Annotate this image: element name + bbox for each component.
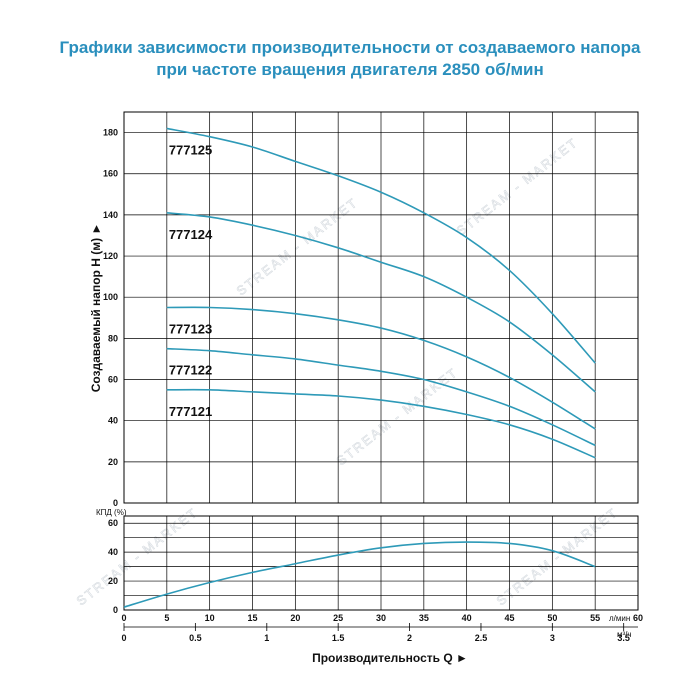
x-tick-label: 55 [590, 613, 600, 623]
y-tick-label: 140 [103, 210, 118, 220]
plot-frame [123, 111, 639, 504]
watermark-text: STREAM - MARKET [494, 504, 621, 608]
chart-title-line2: при частоте вращения двигателя 2850 об/м… [156, 60, 544, 79]
x-tick-label: 30 [376, 613, 386, 623]
eff-y-tick-label: 0 [113, 605, 118, 615]
y-tick-label: 20 [108, 457, 118, 467]
x-tick-label: 15 [247, 613, 257, 623]
eff-y-tick-label: 40 [108, 547, 118, 557]
x2-tick-label: 0.5 [189, 633, 202, 643]
y-tick-label: 40 [108, 416, 118, 426]
x2-tick-label: 2.5 [475, 633, 488, 643]
x-tick-label: 0 [121, 613, 126, 623]
x-tick-label: 20 [290, 613, 300, 623]
x-tick-label: 25 [333, 613, 343, 623]
series-label-777125: 777125 [169, 142, 212, 157]
x-tick-label: 5 [164, 613, 169, 623]
series-label-777124: 777124 [169, 227, 213, 242]
y-axis-title: Создаваемый напор H (м) ► [89, 223, 103, 393]
series-label-777121: 777121 [169, 404, 212, 419]
chart-title-line1: Графики зависимости производительности о… [59, 38, 641, 57]
efficiency-curve [123, 541, 596, 608]
y-tick-label: 80 [108, 333, 118, 343]
curve-777125 [166, 127, 596, 364]
curve-777122 [166, 347, 596, 447]
watermark-text: STREAM - MARKET [74, 504, 201, 608]
y-tick-label: 100 [103, 292, 118, 302]
curve-777124 [166, 212, 596, 393]
y-tick-label: 0 [113, 498, 118, 508]
x2-tick-label: 3.5 [617, 633, 630, 643]
eff-y-tick-label: 60 [108, 518, 118, 528]
x2-tick-label: 3 [550, 633, 555, 643]
x2-unit-label: м³/ч [617, 630, 632, 639]
x2-tick-label: 2 [407, 633, 412, 643]
x2-tick-label: 0 [121, 633, 126, 643]
curve-777121 [166, 388, 596, 459]
curve-layer [123, 127, 596, 608]
watermark-text: STREAM - MARKET [454, 134, 581, 238]
curve-777123 [166, 306, 596, 430]
x2-tick-label: 1 [264, 633, 269, 643]
x-unit-label: л/мин [609, 614, 630, 623]
series-label-777123: 777123 [169, 322, 212, 337]
text-layer: 7771257771247771237771227771210204060801… [89, 128, 643, 665]
x-tick-label: 60 [633, 613, 643, 623]
y-tick-label: 180 [103, 128, 118, 138]
eff-y-tick-label: 20 [108, 576, 118, 586]
x-tick-label: 45 [504, 613, 514, 623]
efficiency-y-label: КПД (%) [96, 508, 127, 517]
x-axis-title: Производительность Q ► [312, 651, 468, 665]
watermark-text: STREAM - MARKET [334, 364, 461, 468]
x-tick-label: 35 [419, 613, 429, 623]
series-label-777122: 777122 [169, 363, 212, 378]
x2-tick-label: 1.5 [332, 633, 345, 643]
x-tick-label: 50 [547, 613, 557, 623]
x-tick-label: 10 [205, 613, 215, 623]
x-tick-label: 40 [462, 613, 472, 623]
efficiency-frame [123, 515, 639, 611]
y-tick-label: 60 [108, 375, 118, 385]
y-tick-label: 160 [103, 169, 118, 179]
y-tick-label: 120 [103, 251, 118, 261]
